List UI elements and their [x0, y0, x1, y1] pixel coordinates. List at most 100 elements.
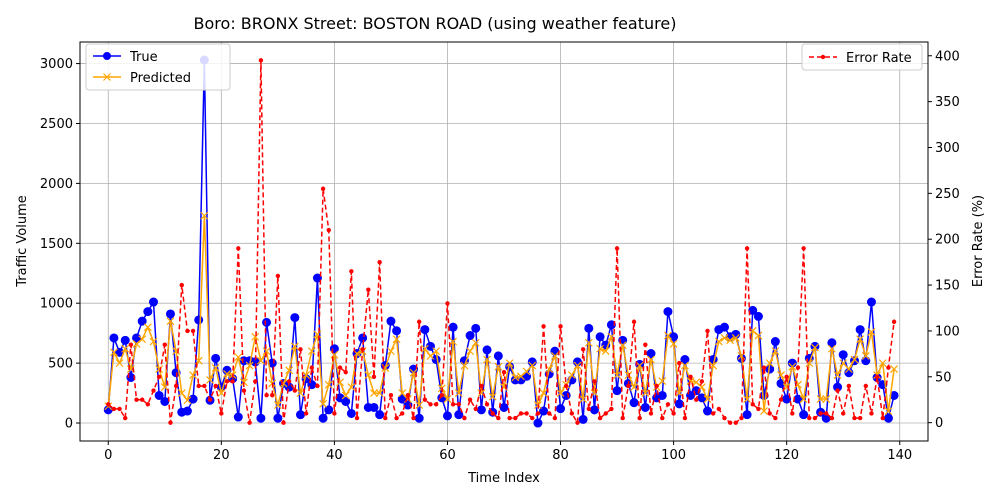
predicted-point	[256, 356, 265, 365]
error-point	[196, 383, 201, 389]
true-point	[742, 410, 752, 420]
predicted-point	[726, 336, 735, 345]
error-point	[767, 411, 772, 416]
predicted-point	[861, 352, 870, 360]
predicted-point	[189, 371, 197, 380]
predicted-point	[454, 389, 463, 397]
error-point	[145, 402, 151, 407]
true-point	[386, 316, 396, 326]
error-point	[445, 301, 450, 306]
predicted-point	[115, 359, 124, 368]
true-point	[211, 353, 221, 363]
predicted-point	[579, 395, 588, 403]
true-series-line	[107, 59, 895, 424]
predicted-point	[319, 399, 328, 408]
predicted-point	[375, 389, 384, 397]
y2-tick-label: 0	[935, 416, 943, 431]
true-point	[663, 307, 673, 317]
true-point	[465, 331, 475, 341]
y2-tick-label: 150	[935, 279, 960, 294]
true-point	[539, 406, 549, 416]
error-point	[530, 415, 535, 421]
error-point	[558, 324, 563, 329]
true-point	[556, 404, 566, 414]
predicted-point	[573, 361, 582, 370]
predicted-point	[449, 337, 458, 346]
error-point	[824, 411, 829, 416]
true-point	[420, 325, 430, 335]
true-point	[341, 396, 351, 406]
true-point	[324, 405, 334, 415]
true-point	[312, 273, 322, 283]
error-point	[547, 411, 552, 416]
true-point	[838, 350, 848, 360]
predicted-point	[177, 389, 186, 397]
error-point	[433, 402, 439, 407]
predicted-point	[517, 372, 525, 381]
predicted-point	[206, 375, 214, 384]
predicted-point	[680, 361, 689, 370]
predicted-point	[884, 407, 893, 415]
y-tick-label: 2000	[40, 177, 73, 192]
true-point	[799, 410, 809, 420]
x-axis-label: Time Index	[467, 471, 540, 486]
predicted-point	[867, 328, 876, 336]
series-layer	[103, 55, 899, 428]
error-series-line	[107, 59, 895, 424]
error-point	[343, 370, 348, 375]
true-point	[143, 307, 153, 317]
error-point	[496, 415, 501, 421]
error-point	[281, 420, 286, 425]
y2-tick-label: 400	[935, 49, 960, 64]
error-point	[880, 415, 885, 421]
error-point	[818, 411, 823, 416]
error-point	[688, 374, 693, 379]
error-point	[253, 379, 258, 384]
y2-axis-label: Error Rate (%)	[971, 195, 986, 287]
predicted-point	[370, 389, 378, 397]
true-point	[476, 405, 486, 415]
true-point	[182, 406, 192, 416]
true-point	[629, 398, 639, 408]
error-point	[756, 406, 761, 412]
true-point	[471, 323, 481, 333]
predicted-point	[720, 334, 729, 342]
y-tick-label: 1500	[40, 237, 73, 252]
predicted-point	[121, 344, 130, 353]
error-point	[710, 411, 716, 416]
error-point	[733, 420, 738, 425]
predicted-point	[635, 361, 644, 370]
predicted-point	[714, 337, 723, 346]
true-point	[640, 402, 650, 412]
true-point	[770, 337, 780, 347]
y2-tick-label: 100	[935, 324, 960, 339]
error-point	[671, 411, 676, 416]
y2-tick-label: 350	[935, 95, 960, 110]
error-point	[575, 420, 580, 425]
true-point	[262, 317, 272, 327]
y-tick-label: 0	[65, 417, 73, 432]
y-tick-label: 2500	[40, 117, 73, 132]
true-point	[454, 410, 464, 420]
true-point	[855, 325, 865, 335]
error-point	[552, 415, 558, 421]
error-point	[592, 379, 597, 384]
error-point	[795, 365, 801, 370]
true-point	[109, 333, 119, 343]
error-point	[569, 411, 575, 416]
error-point	[874, 374, 880, 379]
predicted-point	[528, 361, 537, 370]
true-point	[719, 322, 729, 332]
error-point	[411, 415, 416, 421]
predicted-point	[743, 395, 752, 403]
error-point	[631, 319, 637, 324]
error-point	[151, 388, 156, 393]
true-point	[595, 332, 605, 342]
error-point	[841, 411, 846, 416]
true-point	[154, 390, 164, 400]
error-point	[835, 388, 840, 393]
true-point	[233, 412, 243, 422]
true-point	[827, 338, 837, 348]
error-point	[518, 411, 524, 416]
